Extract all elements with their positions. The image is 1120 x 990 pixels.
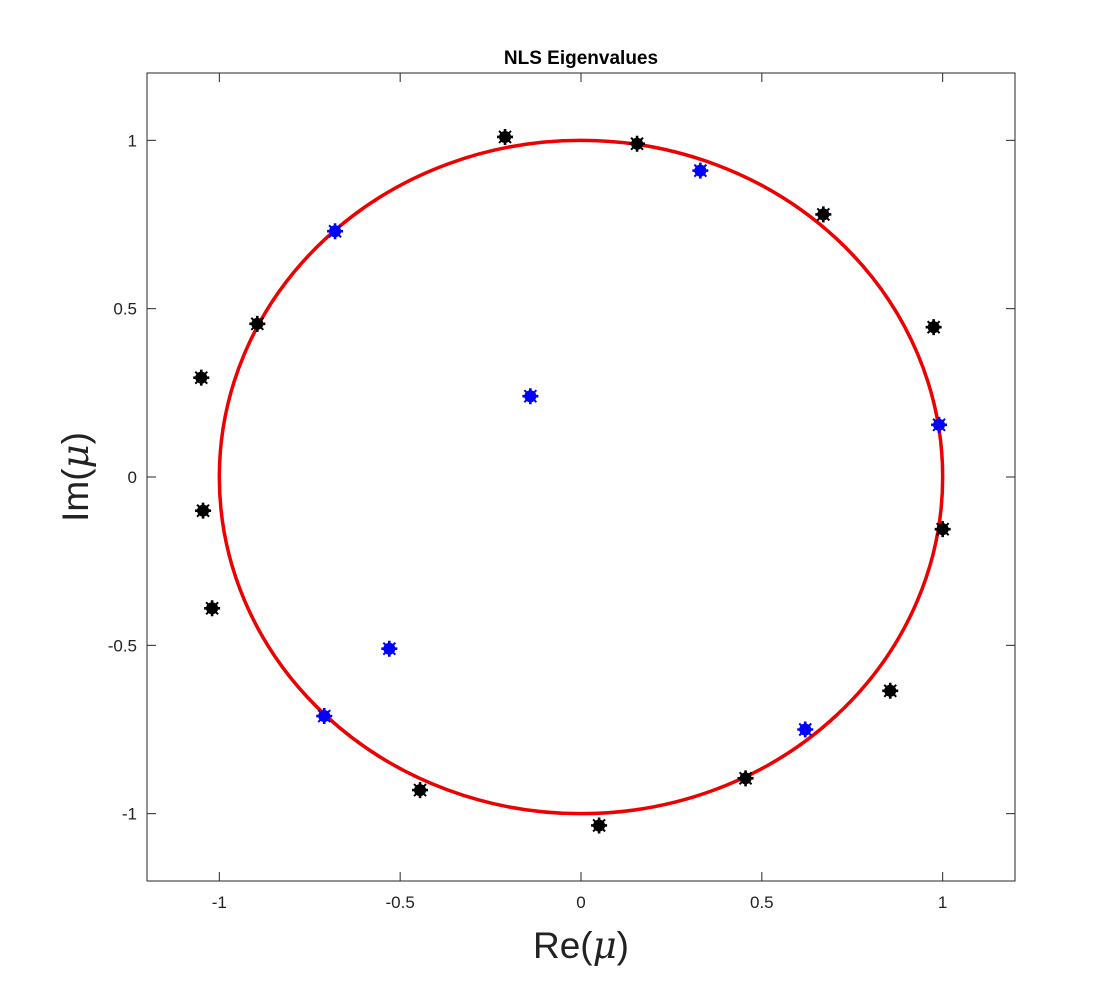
eigenvalue-marker bbox=[195, 502, 212, 519]
x-axis-label-suffix: ) bbox=[617, 925, 629, 966]
eigenvalue-marker bbox=[591, 817, 608, 834]
eigenvalue-marker bbox=[204, 600, 221, 617]
y-tick-label: 1 bbox=[128, 131, 137, 150]
eigenvalue-marker bbox=[882, 682, 899, 699]
chart-title: NLS Eigenvalues bbox=[504, 48, 658, 69]
y-tick-label: 0 bbox=[128, 468, 137, 487]
y-tick-label: 0.5 bbox=[113, 300, 137, 319]
eigenvalue-marker bbox=[316, 708, 333, 725]
eigenvalue-marker bbox=[815, 206, 832, 223]
eigenvalue-marker bbox=[934, 521, 951, 538]
x-tick-label: -1 bbox=[212, 893, 227, 912]
eigenvalue-marker bbox=[522, 388, 539, 405]
eigenvalue-marker bbox=[797, 721, 814, 738]
y-tick-label: -0.5 bbox=[108, 636, 137, 655]
eigenvalue-marker bbox=[737, 770, 754, 787]
eigenvalue-marker bbox=[193, 369, 210, 386]
x-tick-label: 0 bbox=[576, 893, 585, 912]
eigenvalue-marker bbox=[931, 416, 948, 433]
eigenvalue-marker bbox=[925, 319, 942, 336]
eigenvalue-marker bbox=[327, 223, 344, 240]
eigenvalue-marker bbox=[249, 315, 266, 332]
eigenvalue-marker bbox=[692, 162, 709, 179]
y-axis-label-symbol: μ bbox=[54, 444, 97, 468]
y-axis-label-prefix: Im( bbox=[55, 468, 96, 522]
x-axis-label-prefix: Re( bbox=[533, 925, 593, 966]
x-tick-label: 0.5 bbox=[750, 893, 774, 912]
eigenvalue-marker bbox=[381, 640, 398, 657]
eigenvalue-marker bbox=[497, 128, 514, 145]
x-tick-label: -0.5 bbox=[386, 893, 415, 912]
x-tick-label: 1 bbox=[938, 893, 947, 912]
eigenvalue-marker bbox=[412, 782, 429, 799]
y-axis-label-suffix: ) bbox=[55, 432, 96, 444]
eigenvalue-marker bbox=[629, 135, 646, 152]
y-axis-label: Im(μ) bbox=[54, 432, 97, 522]
unit-circle bbox=[217, 138, 945, 816]
y-tick-label: -1 bbox=[122, 805, 137, 824]
plot-area bbox=[146, 72, 1016, 882]
x-axis-label: Re(μ) bbox=[533, 924, 629, 967]
x-axis-label-symbol: μ bbox=[593, 924, 617, 967]
